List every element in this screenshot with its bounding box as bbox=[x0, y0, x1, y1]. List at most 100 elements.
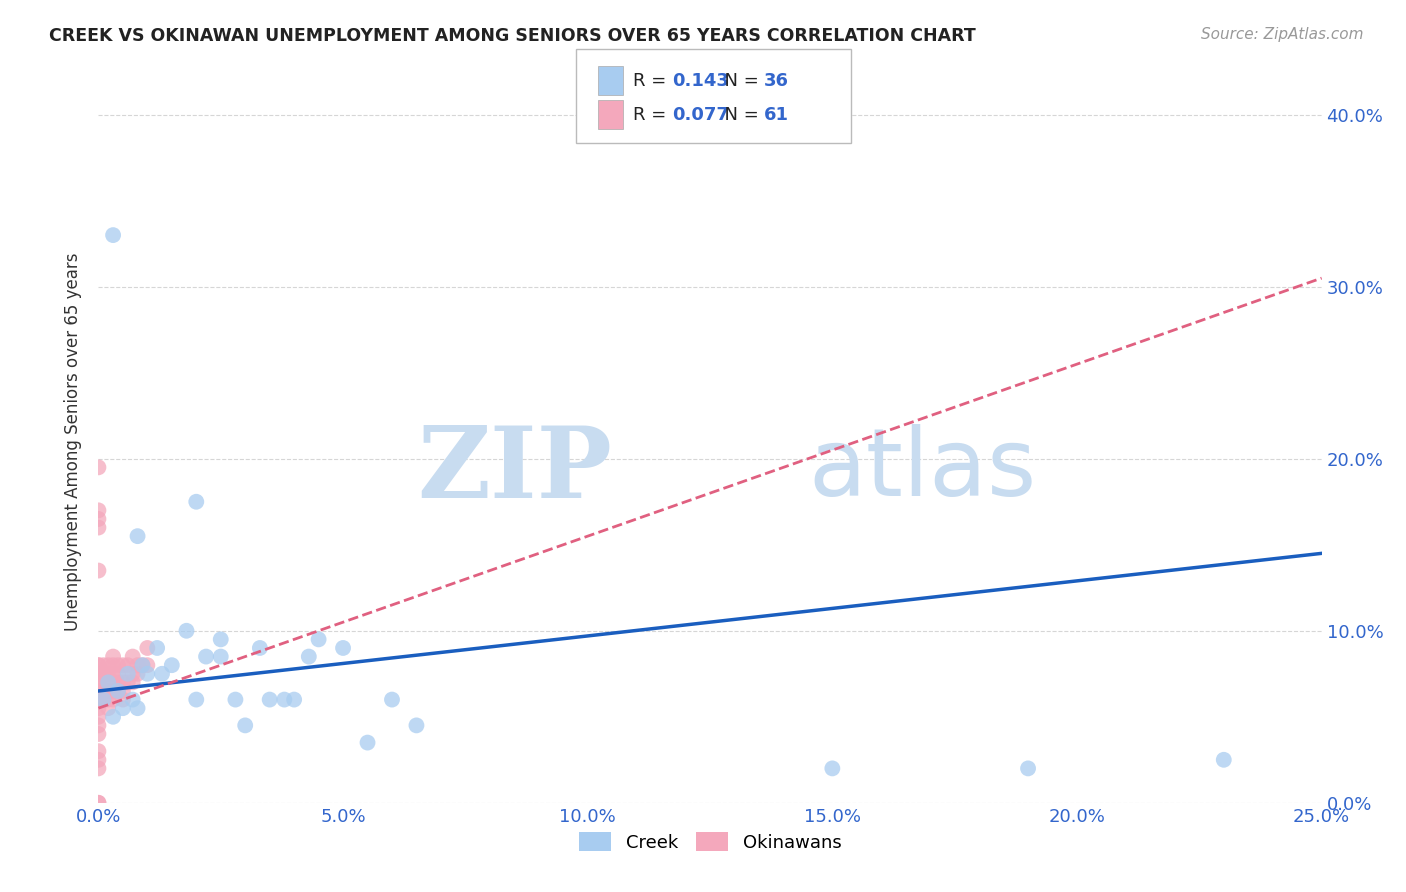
Point bbox=[87, 564, 110, 578]
Point bbox=[131, 658, 153, 673]
Point bbox=[117, 666, 139, 681]
Point bbox=[121, 666, 143, 681]
Point bbox=[87, 658, 110, 673]
Point bbox=[97, 658, 120, 673]
Point bbox=[107, 675, 129, 690]
Point bbox=[101, 228, 124, 243]
Point bbox=[308, 632, 330, 647]
Y-axis label: Unemployment Among Seniors over 65 years: Unemployment Among Seniors over 65 years bbox=[65, 252, 83, 631]
Point bbox=[107, 684, 129, 698]
Point bbox=[121, 692, 143, 706]
Text: CREEK VS OKINAWAN UNEMPLOYMENT AMONG SENIORS OVER 65 YEARS CORRELATION CHART: CREEK VS OKINAWAN UNEMPLOYMENT AMONG SEN… bbox=[49, 27, 976, 45]
Point bbox=[107, 658, 129, 673]
Point bbox=[87, 460, 110, 475]
Point bbox=[233, 718, 256, 732]
Point bbox=[127, 529, 149, 543]
Point bbox=[87, 675, 110, 690]
Point bbox=[91, 666, 114, 681]
Point bbox=[111, 701, 134, 715]
Point bbox=[101, 649, 124, 664]
Point bbox=[97, 692, 120, 706]
Point bbox=[87, 684, 110, 698]
Point bbox=[97, 701, 120, 715]
Point bbox=[127, 666, 149, 681]
Point bbox=[91, 658, 114, 673]
Point bbox=[111, 658, 134, 673]
Point bbox=[87, 727, 110, 741]
Point bbox=[111, 675, 134, 690]
Text: atlas: atlas bbox=[808, 425, 1036, 516]
Point bbox=[91, 692, 114, 706]
Text: ZIP: ZIP bbox=[418, 422, 612, 519]
Point bbox=[97, 675, 120, 690]
Point bbox=[97, 666, 120, 681]
Point bbox=[356, 735, 378, 749]
Point bbox=[87, 666, 110, 681]
Point bbox=[87, 675, 110, 690]
Point bbox=[249, 640, 271, 655]
Point bbox=[91, 692, 114, 706]
Point bbox=[87, 520, 110, 534]
Text: 36: 36 bbox=[763, 71, 789, 89]
Point bbox=[283, 692, 305, 706]
Point bbox=[117, 675, 139, 690]
Point bbox=[224, 692, 246, 706]
Point bbox=[176, 624, 198, 638]
Point bbox=[87, 761, 110, 775]
Point bbox=[97, 675, 120, 690]
Point bbox=[91, 684, 114, 698]
Text: 0.143: 0.143 bbox=[672, 71, 728, 89]
Point bbox=[117, 658, 139, 673]
Point bbox=[87, 701, 110, 715]
Point bbox=[136, 658, 159, 673]
Text: 61: 61 bbox=[763, 105, 789, 123]
Point bbox=[91, 675, 114, 690]
Point bbox=[821, 761, 844, 775]
Point bbox=[209, 649, 232, 664]
Point bbox=[87, 796, 110, 810]
Point bbox=[91, 684, 114, 698]
Point bbox=[186, 494, 208, 508]
Point bbox=[101, 658, 124, 673]
Point bbox=[87, 692, 110, 706]
Point bbox=[136, 666, 159, 681]
Point bbox=[121, 649, 143, 664]
Point bbox=[107, 684, 129, 698]
Point bbox=[127, 701, 149, 715]
Text: R =: R = bbox=[633, 71, 672, 89]
Point bbox=[87, 718, 110, 732]
Point bbox=[195, 649, 218, 664]
Point bbox=[101, 710, 124, 724]
Point bbox=[87, 753, 110, 767]
Point bbox=[127, 658, 149, 673]
Point bbox=[121, 675, 143, 690]
Point bbox=[332, 640, 354, 655]
Text: R =: R = bbox=[633, 105, 672, 123]
Point bbox=[209, 632, 232, 647]
Point bbox=[405, 718, 427, 732]
Point bbox=[146, 640, 169, 655]
Point bbox=[87, 796, 110, 810]
Point bbox=[298, 649, 321, 664]
Legend: Creek, Okinawans: Creek, Okinawans bbox=[571, 825, 849, 859]
Point bbox=[87, 503, 110, 517]
Point bbox=[87, 512, 110, 526]
Text: Source: ZipAtlas.com: Source: ZipAtlas.com bbox=[1201, 27, 1364, 42]
Point bbox=[101, 684, 124, 698]
Point bbox=[273, 692, 295, 706]
Point bbox=[87, 710, 110, 724]
Point bbox=[131, 658, 153, 673]
Point bbox=[111, 684, 134, 698]
Point bbox=[111, 692, 134, 706]
Point bbox=[87, 692, 110, 706]
Point bbox=[87, 658, 110, 673]
Point bbox=[87, 684, 110, 698]
Point bbox=[160, 658, 183, 673]
Point bbox=[101, 666, 124, 681]
Point bbox=[1017, 761, 1039, 775]
Point bbox=[87, 684, 110, 698]
Point bbox=[107, 666, 129, 681]
Text: N =: N = bbox=[713, 71, 765, 89]
Point bbox=[259, 692, 281, 706]
Text: 0.077: 0.077 bbox=[672, 105, 728, 123]
